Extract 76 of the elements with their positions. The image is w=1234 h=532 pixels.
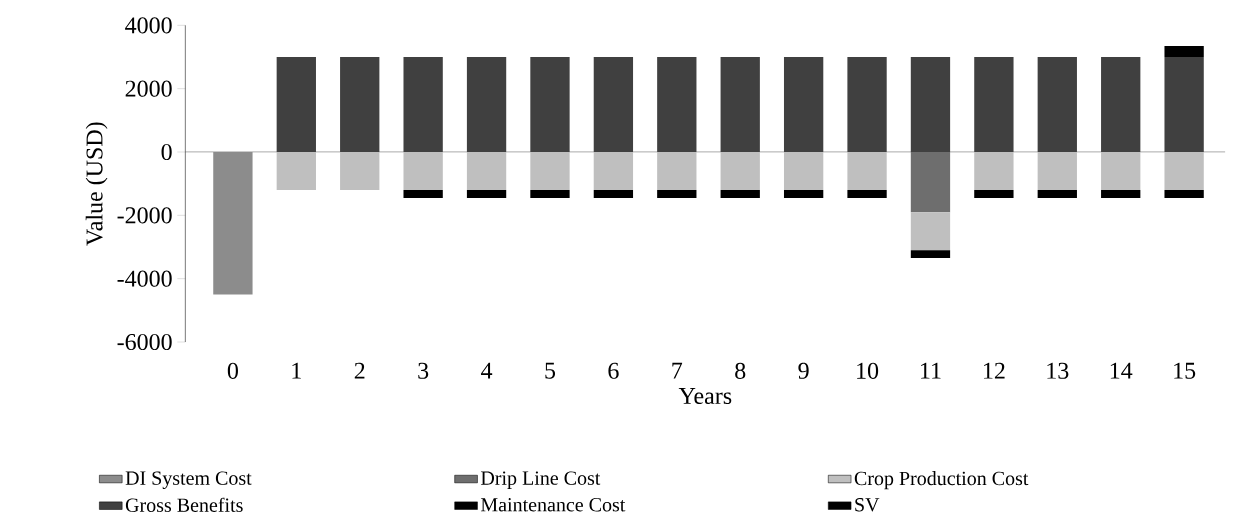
x-tick-label: 6 [608, 362, 619, 379]
y-tick-label: 4000 [125, 17, 172, 34]
y-tick-label: -2000 [117, 207, 172, 224]
bar [974, 151, 1014, 190]
bar [403, 151, 443, 190]
legend-label: Crop Production Cost [854, 471, 1029, 490]
bar [657, 151, 697, 190]
bar [466, 190, 507, 198]
bar [910, 56, 951, 152]
legend-label: Maintenance Cost [480, 498, 626, 512]
bar [974, 56, 1014, 152]
x-tick-label: 1 [292, 362, 301, 379]
x-tick-label: 12 [983, 362, 1005, 379]
bar [783, 151, 824, 190]
x-tick-label: 15 [1174, 362, 1196, 379]
bar [403, 56, 443, 152]
bar [276, 151, 316, 190]
bar [720, 151, 760, 190]
bar [720, 56, 760, 152]
x-tick-label: 8 [735, 362, 746, 379]
y-tick-label: -4000 [117, 270, 172, 287]
bar [1037, 151, 1077, 190]
bar [910, 250, 951, 259]
bar [213, 151, 253, 295]
x-tick-label: 13 [1047, 362, 1069, 379]
bar [783, 190, 824, 198]
bar [783, 56, 824, 152]
bar [1164, 45, 1204, 57]
x-tick-label: 7 [672, 362, 683, 379]
bar [593, 190, 634, 198]
legend-label: Gross Benefits [125, 497, 243, 512]
bar [720, 190, 760, 198]
legend-label: Drip Line Cost [480, 471, 601, 489]
bar [530, 56, 570, 152]
bar [1101, 190, 1141, 198]
bar [974, 190, 1014, 198]
legend-label: SV [855, 498, 880, 512]
bar [1101, 56, 1141, 152]
bar [847, 190, 887, 198]
bar [1164, 190, 1204, 198]
bar [593, 151, 634, 190]
bar [1164, 56, 1204, 152]
legend-label: DI System Cost [125, 471, 252, 489]
bar [657, 56, 697, 152]
y-tick-label: 0 [161, 143, 172, 161]
bar [910, 151, 951, 213]
bar [910, 212, 951, 251]
y-axis-title: Value (USD) [85, 122, 108, 246]
bar [593, 56, 634, 152]
x-tick-label: 9 [798, 362, 809, 379]
bar [1037, 56, 1077, 152]
bar [466, 151, 507, 190]
bar [403, 190, 443, 198]
bar [1101, 151, 1141, 190]
bar [276, 56, 316, 152]
bar [340, 151, 380, 190]
y-tick-label: 2000 [125, 80, 172, 97]
x-tick-label: 5 [545, 362, 556, 379]
bar [847, 151, 887, 190]
bar [530, 151, 570, 190]
bar [657, 190, 697, 198]
bar [1164, 151, 1204, 190]
x-tick-label: 10 [857, 362, 879, 379]
x-tick-label: 11 [921, 362, 941, 379]
y-tick-label: -6000 [117, 333, 172, 351]
x-tick-label: 4 [481, 362, 493, 379]
x-axis-title: Years [678, 388, 732, 405]
x-tick-label: 14 [1110, 362, 1133, 379]
x-tick-label: 0 [227, 362, 238, 379]
x-tick-label: 3 [418, 362, 429, 379]
bar [847, 56, 887, 152]
bar [466, 56, 507, 152]
bar [1037, 190, 1077, 198]
bar [340, 56, 380, 152]
bar [530, 190, 570, 198]
x-tick-label: 2 [354, 362, 365, 379]
